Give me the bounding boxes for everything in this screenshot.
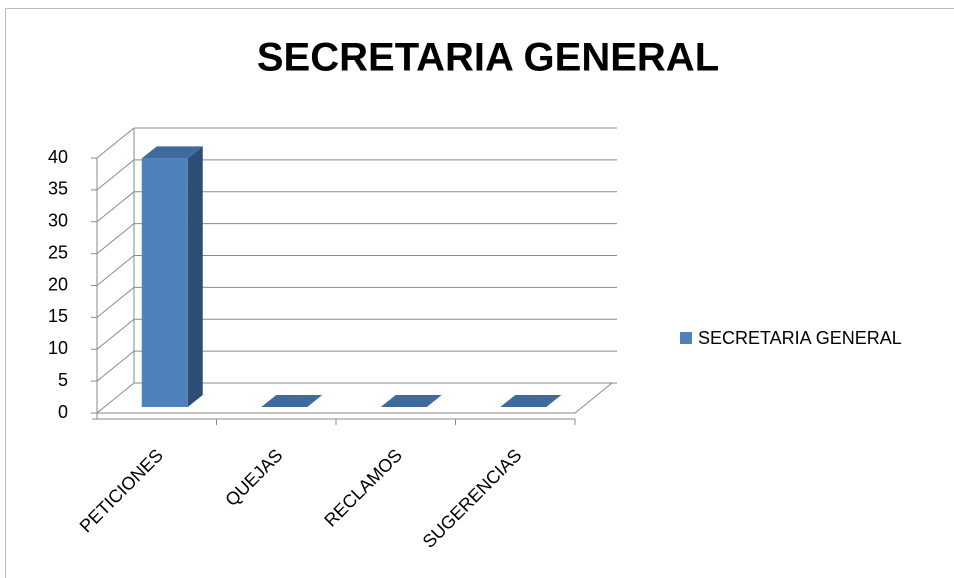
bar-side: [187, 146, 203, 407]
y-tick-label: 30: [48, 211, 68, 231]
bar-top: [261, 395, 323, 407]
bar-top: [141, 146, 203, 159]
grid-line: [96, 382, 135, 414]
legend-swatch: [680, 332, 692, 344]
grid-line: [96, 286, 135, 318]
y-tick-label: 0: [58, 402, 68, 422]
y-tick-label: 20: [48, 274, 68, 294]
y-tick-label: 25: [48, 242, 68, 262]
grid-line: [96, 159, 135, 191]
bar-front: [141, 158, 188, 407]
bar-top: [500, 395, 562, 407]
y-tick-label: 15: [48, 306, 68, 326]
bar: [141, 146, 203, 407]
floor: [97, 382, 613, 414]
chart-title: SECRETARIA GENERAL: [257, 36, 719, 80]
y-tick-label: 40: [48, 147, 68, 167]
grid-line: [96, 318, 135, 350]
grid-line: [96, 350, 135, 382]
grid-line: [96, 223, 135, 255]
bar: [500, 395, 562, 407]
legend-label: SECRETARIA GENERAL: [698, 328, 902, 348]
y-tick-label: 35: [48, 179, 68, 199]
grid-line: [96, 127, 135, 159]
y-tick-label: 10: [48, 338, 68, 358]
y-tick-label: 5: [58, 370, 68, 390]
bar-top: [380, 395, 442, 407]
bar: [261, 395, 323, 407]
bar: [380, 395, 442, 407]
grid-line: [96, 255, 135, 286]
grid-line: [96, 191, 135, 223]
